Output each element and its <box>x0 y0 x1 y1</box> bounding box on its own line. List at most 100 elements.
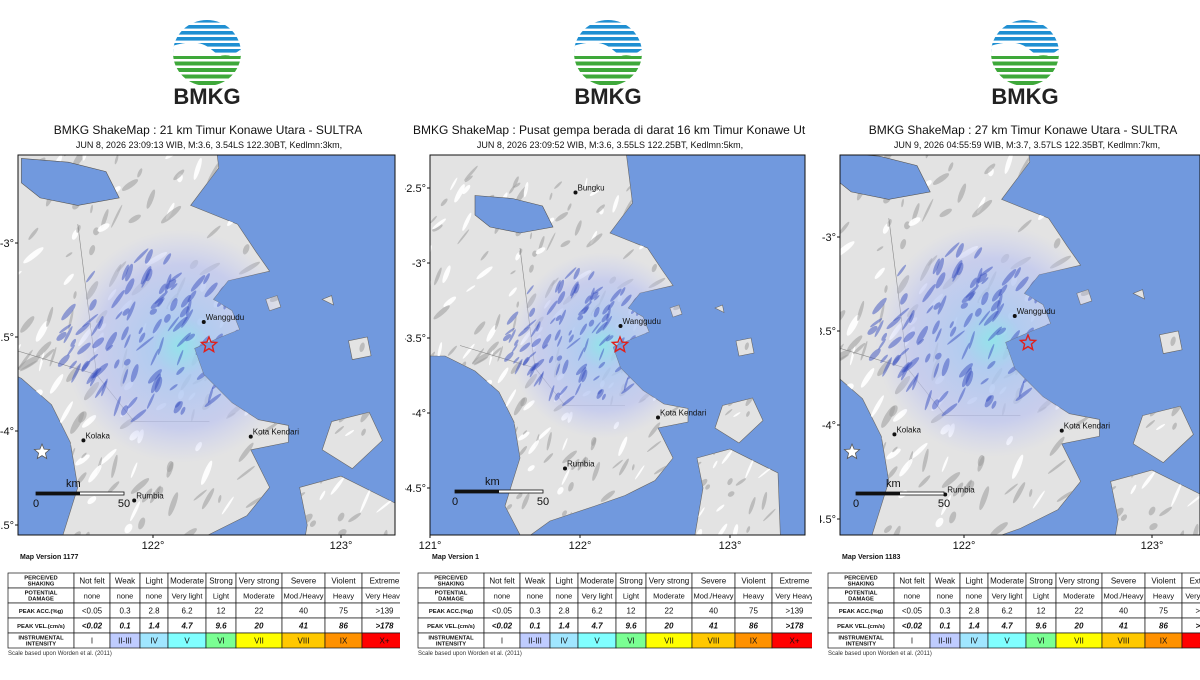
legend-value: V <box>1004 637 1010 646</box>
legend-value: <0.02 <box>902 622 923 631</box>
legend-value: Very strong <box>239 577 279 586</box>
legend-value: VII <box>664 637 674 646</box>
legend-row-label: DAMAGE <box>848 597 874 603</box>
legend-note: Scale based upon Worden et al. (2011) <box>418 651 522 657</box>
legend-note: Scale based upon Worden et al. (2011) <box>828 651 932 657</box>
map-version: Map Version 1183 <box>842 554 900 561</box>
legend-row-label: SHAKING <box>28 582 55 588</box>
legend-value: VI <box>1037 637 1045 646</box>
legend-value: Extreme <box>780 577 810 586</box>
legend-value: VIII <box>297 637 309 646</box>
legend-value: II-III <box>528 637 542 646</box>
scale-unit: km <box>485 476 500 488</box>
legend-value: VI <box>217 637 225 646</box>
legend-value: none <box>556 592 573 601</box>
legend-value: Mod./Heavy <box>1103 592 1143 601</box>
place-label: Wanggudu <box>1017 307 1055 316</box>
legend-note: Scale based upon Worden et al. (2011) <box>8 651 112 657</box>
legend-value: Violent <box>741 577 766 586</box>
legend-value: 6.2 <box>591 607 603 616</box>
lat-tick-label: -4° <box>0 426 14 438</box>
legend-value: 41 <box>1118 622 1128 631</box>
legend-row-label: PEAK ACC.(%g) <box>429 609 473 615</box>
legend-value: Very light <box>172 592 204 601</box>
legend-value: V <box>594 637 600 646</box>
logo-stripe <box>568 68 648 72</box>
legend-value: 12 <box>627 607 636 616</box>
logo-stripe <box>167 62 247 66</box>
legend-value: VIII <box>1117 637 1129 646</box>
legend-value: >139 <box>785 607 804 616</box>
legend-value: Heavy <box>743 592 765 601</box>
place-label: Kota Kendari <box>660 409 706 418</box>
lon-tick-label: 123° <box>330 540 353 552</box>
logo-stripe <box>568 37 648 41</box>
scale-tick-label: 0 <box>33 498 39 510</box>
legend-value: Very Heavy <box>365 592 404 601</box>
legend-value: Severe <box>701 577 727 586</box>
lat-tick-label: -3.5° <box>403 333 426 345</box>
legend-value: Very Heavy <box>1185 592 1200 601</box>
legend-value: 2.8 <box>968 607 980 616</box>
lat-tick-label: -4° <box>822 420 836 432</box>
legend-row-label: PEAK VEL.(cm/s) <box>837 624 885 630</box>
legend-value: 4.7 <box>180 622 193 631</box>
legend-row-label: PEAK ACC.(%g) <box>19 609 63 615</box>
legend-row-label: PEAK VEL.(cm/s) <box>17 624 65 630</box>
legend-value: 12 <box>1037 607 1046 616</box>
legend-value: 22 <box>255 607 264 616</box>
map-subtitle: JUN 9, 2026 04:55:59 WIB, M:3.7, 3.57LS … <box>894 140 1160 150</box>
legend-value: Severe <box>291 577 317 586</box>
legend-value: 0.1 <box>939 622 951 631</box>
legend-value: Light <box>623 592 640 601</box>
legend-value: Very strong <box>649 577 689 586</box>
place-label: Bungku <box>578 184 605 193</box>
legend-row-label: INTENSITY <box>26 642 56 648</box>
legend-value: <0.05 <box>492 607 513 616</box>
legend-value: none <box>84 592 101 601</box>
map-version: Map Version 1177 <box>20 554 78 561</box>
legend-value: Very Heavy <box>775 592 814 601</box>
legend-value: Extreme <box>1190 577 1200 586</box>
legend-value: IX <box>750 637 758 646</box>
legend-value: 40 <box>709 607 718 616</box>
legend-value: VIII <box>707 637 719 646</box>
legend-value: 86 <box>1159 622 1168 631</box>
legend-value: 1.4 <box>968 622 980 631</box>
legend-value: >178 <box>1195 622 1200 631</box>
legend-value: <0.05 <box>902 607 923 616</box>
legend-value: Moderate <box>243 592 275 601</box>
legend-value: V <box>184 637 190 646</box>
legend-value: 75 <box>1159 607 1168 616</box>
legend-row-label: SHAKING <box>848 582 875 588</box>
lat-tick-label: -3° <box>0 238 14 250</box>
legend-value: IV <box>970 637 978 646</box>
place-label: Rumbia <box>567 460 595 469</box>
place-label: Kolaka <box>85 431 110 440</box>
legend-value: 0.3 <box>119 607 131 616</box>
place-label: Wanggudu <box>623 317 661 326</box>
map-version: Map Version 1 <box>432 554 479 561</box>
map-subtitle: JUN 8, 2026 23:09:13 WIB, M:3.6, 3.54LS … <box>76 140 342 150</box>
legend-value: Heavy <box>333 592 355 601</box>
legend-value: Mod./Heavy <box>693 592 733 601</box>
legend-value: >178 <box>375 622 394 631</box>
scale-bar-fill <box>856 492 900 495</box>
scale-bar-fill <box>36 492 80 495</box>
legend-value: Moderate <box>653 592 685 601</box>
legend-value: >139 <box>375 607 394 616</box>
logo-text: BMKG <box>574 84 641 109</box>
legend-value: 6.2 <box>1001 607 1013 616</box>
legend-value: 9.6 <box>625 622 637 631</box>
legend-value: Weak <box>525 577 546 586</box>
legend-value: 0.1 <box>529 622 541 631</box>
legend-value: I <box>501 637 503 646</box>
place-label: Kota Kendari <box>1064 422 1110 431</box>
legend-value: 0.3 <box>939 607 951 616</box>
legend-value: Heavy <box>1153 592 1175 601</box>
